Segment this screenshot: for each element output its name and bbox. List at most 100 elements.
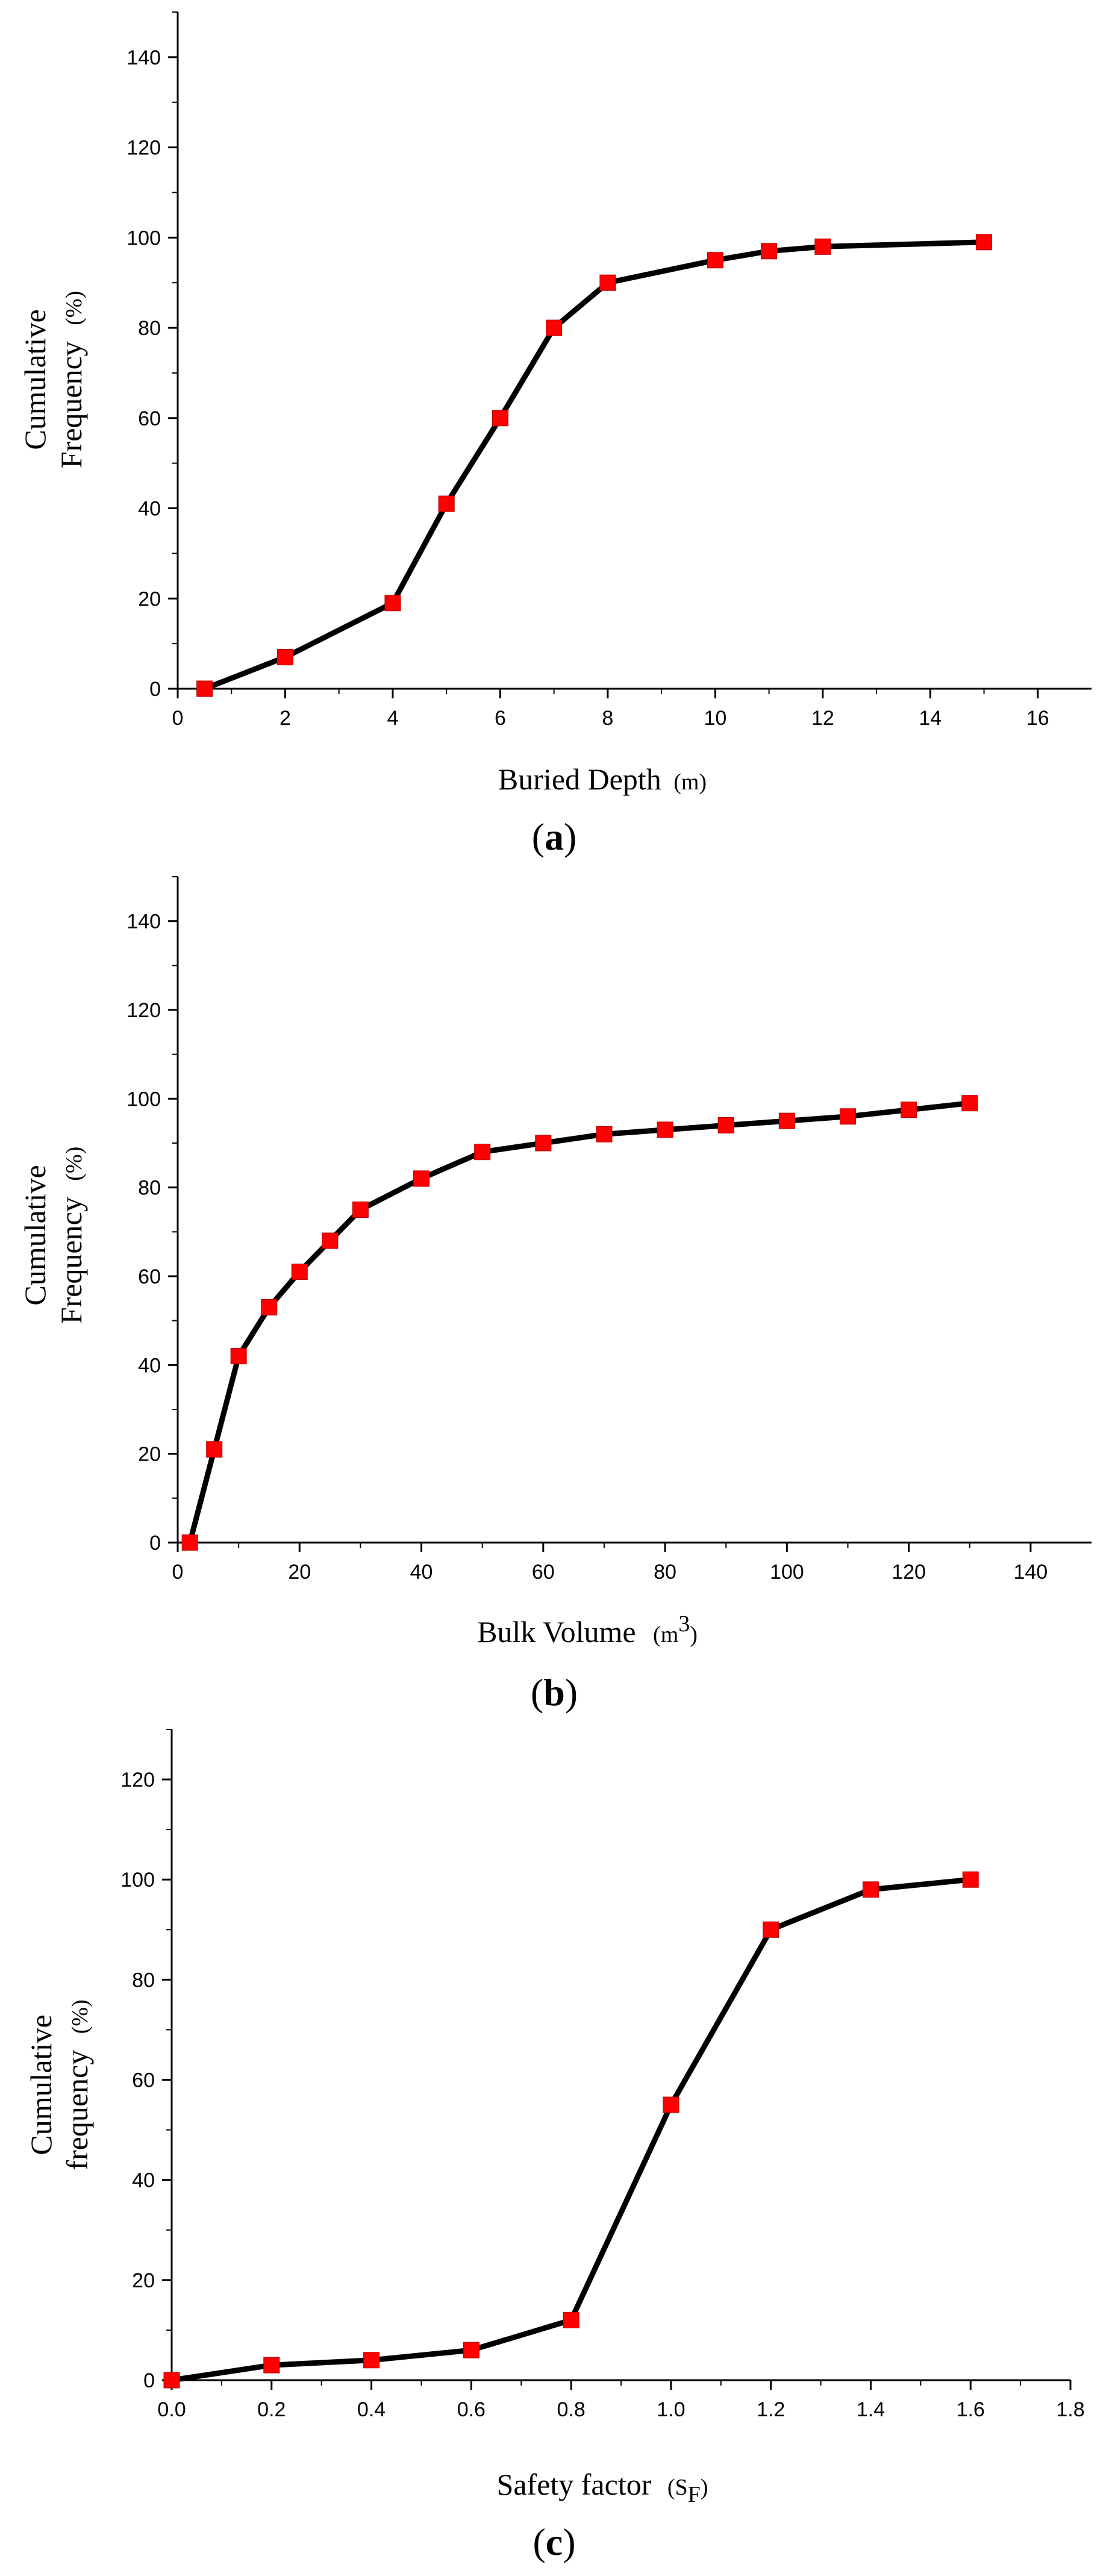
panel-label-a: (a) [532, 815, 577, 858]
x-tick-label: 100 [770, 1561, 804, 1584]
data-point-marker [563, 2311, 579, 2328]
data-point-marker [814, 238, 831, 255]
data-point-marker [535, 1135, 552, 1152]
data-point-marker [707, 252, 723, 269]
x-tick-label: 1.8 [1056, 2398, 1084, 2421]
x-axis-title-c: Safety factor (SF) [497, 2468, 708, 2507]
markers-b [181, 1095, 978, 1551]
tick-labels-a: 0 2 4 6 8 10 12 14 16 0 20 40 60 80 100 120 140 [127, 46, 1049, 730]
x-tick-label: 10 [704, 707, 726, 730]
y-tick-label: 120 [127, 137, 161, 160]
x-axis-title-a: Buried Depth (m) [498, 762, 707, 796]
y-tick-label: 100 [127, 227, 161, 249]
x-tick-label: 0.6 [457, 2398, 486, 2421]
y-axis-title-line2-text-b: Frequency [54, 1197, 88, 1324]
data-point-marker [291, 1264, 308, 1280]
data-point-marker [862, 1881, 879, 1898]
y-tick-label: 60 [138, 407, 161, 430]
x-axis-title-unit-sup-b: 3 [678, 1611, 690, 1637]
y-axis-title-line2-text-a: Frequency [54, 341, 88, 468]
y-tick-label: 120 [120, 1769, 155, 1791]
data-point-marker [763, 1921, 779, 1938]
y-tick-label: 60 [138, 1265, 161, 1288]
data-point-marker [901, 1102, 917, 1118]
y-axis-title-line2-a: Frequency (%) [54, 291, 88, 469]
x-tick-label: 1.0 [657, 2398, 685, 2421]
x-axis-title-text-c: Safety factor [497, 2468, 652, 2501]
markers-c [163, 1871, 979, 2389]
y-tick-label: 0 [143, 2369, 155, 2392]
data-point-marker [474, 1144, 491, 1161]
data-point-marker [206, 1441, 223, 1458]
x-tick-label: 0.2 [257, 2398, 286, 2421]
y-tick-label: 120 [127, 999, 161, 1022]
x-tick-label: 14 [919, 707, 942, 730]
data-point-marker [322, 1232, 339, 1249]
axes-a [168, 11, 1092, 698]
data-point-marker [413, 1170, 430, 1187]
y-axis-title-unit-c: (%) [67, 1999, 93, 2034]
data-point-marker [163, 2372, 180, 2389]
x-axis-title-unit-close-c: ) [701, 2475, 708, 2500]
x-tick-label: 0.0 [157, 2398, 186, 2421]
data-point-marker [384, 595, 401, 612]
data-point-marker [352, 1202, 369, 1218]
series-line-b [187, 1100, 973, 1546]
data-point-marker [657, 1121, 673, 1138]
data-point-marker [599, 274, 616, 291]
data-point-marker [230, 1348, 247, 1365]
x-axis-title-unit-sub-c: F [688, 2482, 701, 2507]
data-point-marker [596, 1126, 613, 1142]
axes-c [162, 1729, 1072, 2390]
panel-letter-c: c [546, 2521, 563, 2563]
data-point-marker [778, 1112, 795, 1129]
data-point-marker [961, 1095, 978, 1112]
tick-labels-b: 0 20 40 60 80 100 120 140 0 20 40 60 80 100 120 140 [127, 910, 1048, 1584]
chart-panel-a: 0 2 4 6 8 10 12 14 16 0 20 40 60 80 100 120 140 Cumulati… [18, 11, 1092, 858]
x-axis-title-b: Bulk Volume (m3) [477, 1611, 698, 1649]
y-axis-title-line2-text-c: frequency [60, 2050, 94, 2170]
x-tick-label: 120 [892, 1561, 926, 1584]
x-tick-label: 6 [495, 707, 506, 730]
series-line-a [202, 239, 987, 692]
x-tick-label: 40 [410, 1561, 433, 1584]
data-point-marker [962, 1871, 979, 1888]
y-axis-title-line1-c: Cumulative [24, 2014, 58, 2155]
series-line [202, 239, 987, 692]
x-tick-label: 0 [172, 1561, 184, 1584]
y-axis-title-c: Cumulative frequency (%) [24, 1999, 94, 2170]
y-tick-label: 80 [132, 1969, 155, 1992]
y-tick-label: 140 [127, 910, 161, 933]
x-tick-label: 2 [280, 707, 291, 730]
data-point-marker [839, 1108, 856, 1125]
series-line [187, 1100, 973, 1546]
x-tick-label: 60 [532, 1561, 555, 1584]
data-point-marker [196, 680, 213, 697]
y-axis-title-line2-b: Frequency (%) [54, 1147, 88, 1324]
x-tick-label: 80 [654, 1561, 676, 1584]
data-point-marker [717, 1117, 734, 1134]
y-tick-label: 140 [127, 46, 161, 69]
y-tick-label: 20 [132, 2269, 155, 2292]
x-tick-label: 0.8 [557, 2398, 585, 2421]
y-axis-title-a: Cumulative Frequency (%) [18, 291, 88, 469]
y-tick-label: 40 [138, 1354, 161, 1377]
y-tick-label: 60 [132, 2069, 155, 2092]
y-axis-title-unit-a: (%) [61, 291, 87, 325]
x-tick-label: 1.2 [757, 2398, 785, 2421]
data-point-marker [976, 234, 993, 251]
y-axis-title-line1-b: Cumulative [18, 1165, 52, 1305]
series-line [169, 1876, 973, 2383]
data-point-marker [363, 2352, 380, 2369]
data-point-marker [546, 319, 563, 336]
x-tick-label: 1.4 [857, 2398, 885, 2421]
y-axis-title-line1-a: Cumulative [18, 309, 52, 450]
x-tick-label: 0.4 [357, 2398, 386, 2421]
y-tick-label: 40 [132, 2169, 155, 2192]
y-tick-label: 20 [138, 588, 161, 610]
panel-label-c: (c) [533, 2521, 575, 2563]
x-axis-title-unit-a: (m) [673, 769, 707, 795]
x-tick-label: 1.6 [957, 2398, 985, 2421]
x-tick-label: 12 [811, 707, 834, 730]
